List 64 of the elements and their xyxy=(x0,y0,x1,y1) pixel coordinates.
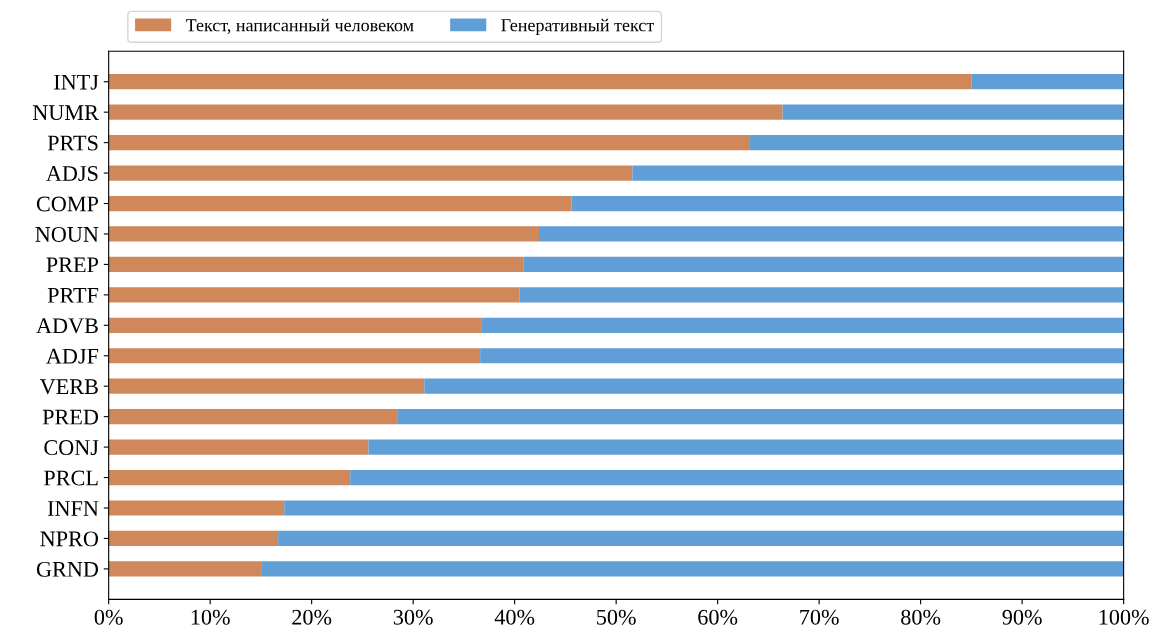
bar xyxy=(108,317,482,333)
bar xyxy=(480,348,1124,364)
y-tick-label: NUMR xyxy=(32,105,99,121)
bar xyxy=(108,378,425,394)
y-tick-label: PRCL xyxy=(44,470,98,486)
y-tick-label: PRTS xyxy=(47,135,98,151)
y-tick-label: VERB xyxy=(39,379,98,395)
y-tick-label: ADJS xyxy=(46,166,98,181)
y-tick-label: ADVB xyxy=(36,318,98,334)
y-tick-label: PRTF xyxy=(47,288,99,303)
bar xyxy=(108,135,750,151)
x-tick-label: 90% xyxy=(1002,609,1042,625)
bar xyxy=(278,530,1124,547)
bar xyxy=(350,469,1124,486)
bar xyxy=(523,256,1124,273)
x-tick-label: 40% xyxy=(494,609,535,625)
y-tick-label: PREP xyxy=(46,257,99,273)
x-tick-label: 0% xyxy=(94,609,123,625)
x-tick-label: 30% xyxy=(393,609,433,625)
bar xyxy=(749,135,1124,151)
bar xyxy=(519,287,1124,303)
x-tick-label: 100% xyxy=(1099,609,1149,625)
bar xyxy=(108,348,481,364)
y-tick-label: GRND xyxy=(36,561,99,577)
x-tick-label: 80% xyxy=(901,609,941,625)
bar xyxy=(571,195,1124,212)
bar xyxy=(632,165,1124,181)
bar xyxy=(108,561,262,577)
legend-label: Текст, написанный человеком xyxy=(185,18,414,34)
bar xyxy=(108,165,633,181)
y-tick-label: NOUN xyxy=(35,226,99,242)
legend-label: Генеративный текст xyxy=(501,18,654,36)
bar xyxy=(284,500,1124,516)
y-tick-label: INTJ xyxy=(54,74,99,90)
bar xyxy=(108,530,279,547)
x-tick-label: 70% xyxy=(800,609,839,625)
bar xyxy=(108,287,520,303)
bar xyxy=(108,409,398,425)
bar xyxy=(108,226,540,242)
bar xyxy=(108,500,285,516)
bar xyxy=(108,104,783,120)
y-tick-label: CONJ xyxy=(44,440,99,456)
bar xyxy=(261,561,1124,577)
y-tick-label: INFN xyxy=(47,501,99,516)
bar xyxy=(481,317,1124,333)
x-tick-label: 60% xyxy=(698,609,738,625)
bar xyxy=(782,104,1124,120)
bar xyxy=(368,439,1124,455)
x-tick-label: 20% xyxy=(292,609,332,625)
x-tick-label: 50% xyxy=(597,609,636,625)
x-tick-label: 10% xyxy=(191,609,230,625)
y-tick-label: NPRO xyxy=(40,531,99,547)
y-tick-label: PRED xyxy=(42,409,99,425)
bar xyxy=(424,378,1124,394)
y-tick-label: ADJF xyxy=(46,348,99,364)
bar xyxy=(108,74,972,90)
bar xyxy=(397,409,1124,425)
bar xyxy=(108,439,369,455)
y-tick-label: COMP xyxy=(36,196,99,212)
bar xyxy=(971,74,1124,90)
bar xyxy=(108,195,572,212)
bar xyxy=(108,256,524,273)
bar xyxy=(539,226,1124,242)
bar xyxy=(108,469,351,486)
